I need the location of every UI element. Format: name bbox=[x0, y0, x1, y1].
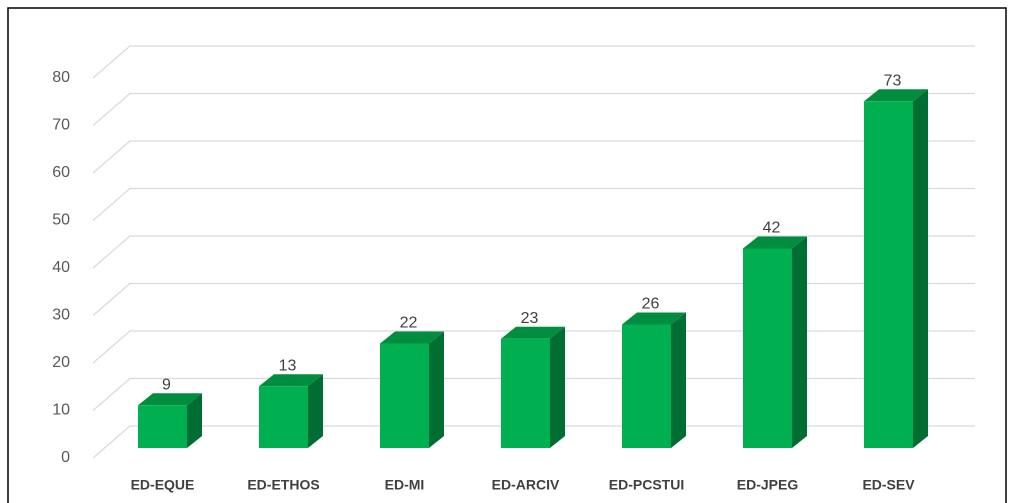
bar-front bbox=[622, 324, 671, 448]
grid-line bbox=[92, 235, 975, 269]
bar-side bbox=[913, 89, 928, 448]
data-label: 26 bbox=[642, 296, 660, 313]
bar bbox=[622, 312, 686, 448]
grid-line bbox=[92, 425, 975, 459]
grid-line bbox=[92, 377, 975, 411]
x-tick-label: ED-PCSTUI bbox=[609, 477, 684, 493]
bar bbox=[138, 393, 202, 448]
bar-side bbox=[308, 374, 323, 448]
y-tick-label: 10 bbox=[52, 402, 70, 419]
bar-side bbox=[429, 331, 444, 448]
data-label: 73 bbox=[884, 72, 902, 89]
bar bbox=[743, 236, 807, 448]
x-tick-label: ED-MI bbox=[385, 477, 425, 493]
grid-line bbox=[92, 330, 975, 364]
y-tick-label: 50 bbox=[52, 212, 70, 229]
chart-border bbox=[7, 7, 1007, 503]
x-tick-label: ED-ETHOS bbox=[247, 477, 319, 493]
grid-line bbox=[92, 92, 975, 126]
grid-line bbox=[92, 187, 975, 221]
grid-line bbox=[92, 45, 975, 79]
bar-top bbox=[743, 236, 807, 249]
y-tick-label: 70 bbox=[52, 117, 70, 134]
bar-front bbox=[259, 386, 308, 448]
y-tick-label: 30 bbox=[52, 307, 70, 324]
data-label: 9 bbox=[162, 376, 171, 393]
bar-top bbox=[622, 312, 686, 325]
bar-front bbox=[380, 343, 429, 448]
data-label: 23 bbox=[521, 310, 539, 327]
y-tick-label: 20 bbox=[52, 354, 70, 371]
bar-top bbox=[259, 374, 323, 387]
y-tick-label: 80 bbox=[52, 69, 70, 86]
bar-top bbox=[138, 393, 202, 406]
bar bbox=[259, 374, 323, 448]
grid-line bbox=[92, 282, 975, 316]
bar-side bbox=[792, 236, 807, 448]
bar-side bbox=[550, 326, 565, 448]
bar-front bbox=[864, 101, 913, 448]
grid-line bbox=[92, 140, 975, 174]
x-tick-label: ED-EQUE bbox=[131, 477, 195, 493]
x-tick-label: ED-SEV bbox=[862, 477, 915, 493]
bar-front bbox=[501, 338, 550, 448]
y-tick-label: 60 bbox=[52, 164, 70, 181]
bar bbox=[380, 331, 444, 448]
bar-top bbox=[501, 326, 565, 339]
bar-side bbox=[187, 393, 202, 448]
y-tick-label: 40 bbox=[52, 259, 70, 276]
x-tick-label: ED-ARCIV bbox=[492, 477, 560, 493]
bar-side bbox=[671, 312, 686, 448]
data-label: 13 bbox=[279, 357, 297, 374]
data-label: 22 bbox=[400, 315, 418, 332]
x-tick-label: ED-JPEG bbox=[737, 477, 799, 493]
bar-top bbox=[380, 331, 444, 344]
bar bbox=[864, 89, 928, 448]
bar-top bbox=[864, 89, 928, 102]
bar-front bbox=[743, 248, 792, 448]
data-label: 42 bbox=[763, 220, 781, 237]
bar-front bbox=[138, 405, 187, 448]
y-tick-label: 0 bbox=[61, 449, 70, 466]
bar bbox=[501, 326, 565, 448]
